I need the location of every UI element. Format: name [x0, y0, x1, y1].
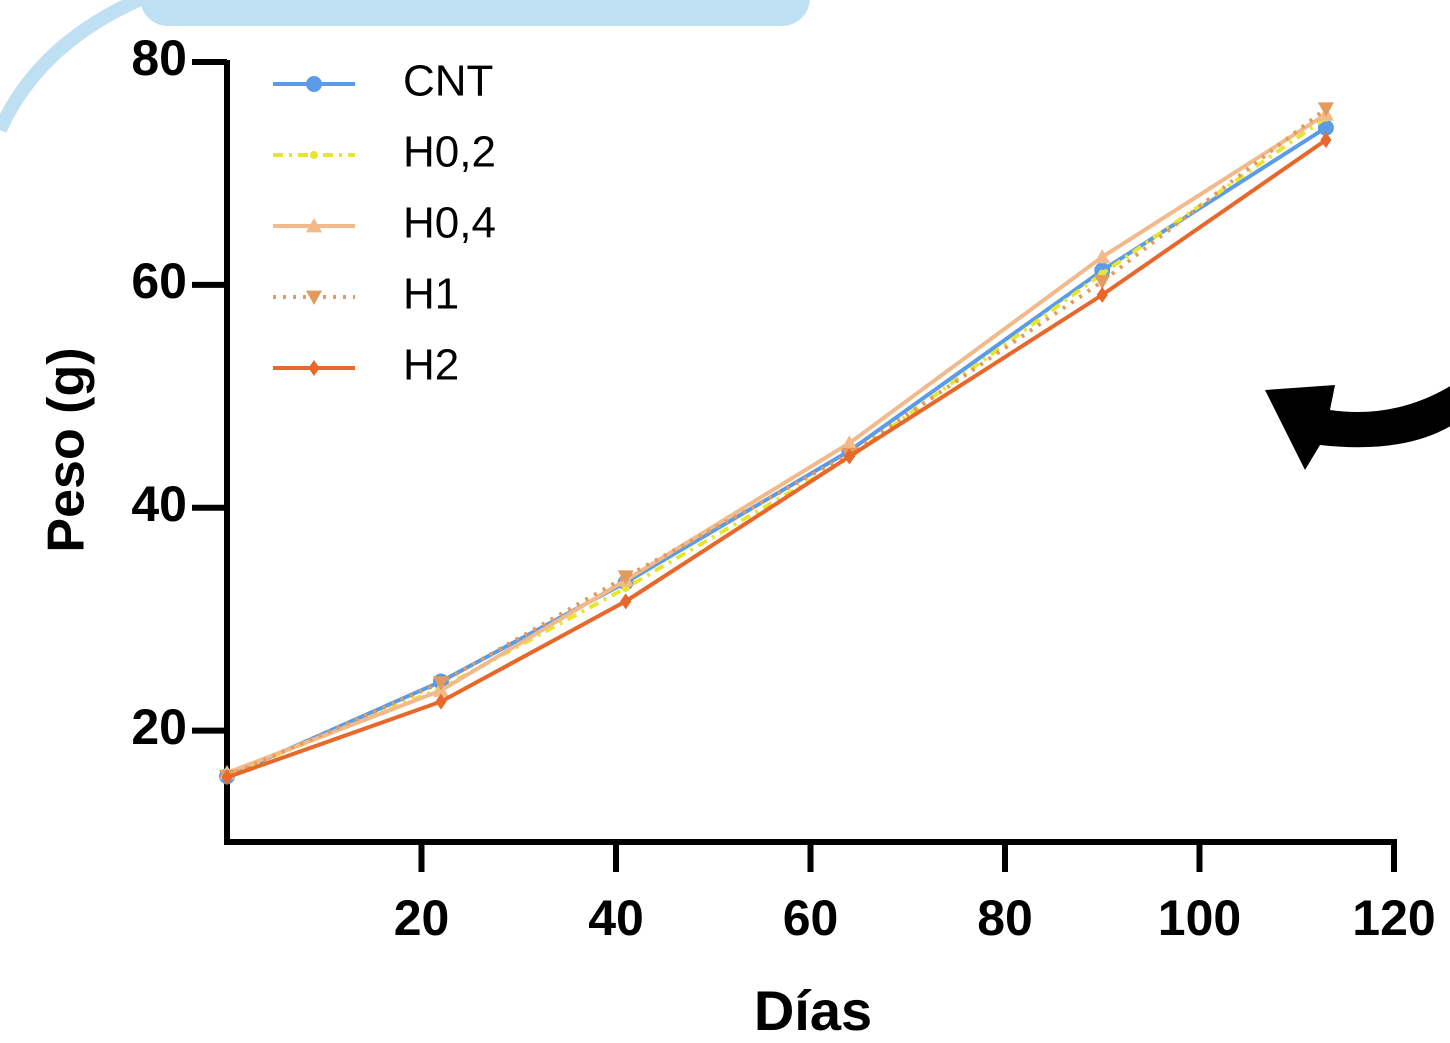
- legend-marker: [310, 151, 318, 159]
- legend-label: CNT: [403, 57, 493, 106]
- legend-label: H1: [403, 270, 459, 319]
- legend-marker: [306, 218, 322, 233]
- x-tick-label: 40: [588, 890, 644, 946]
- x-tick-label: 80: [977, 890, 1033, 946]
- x-tick-label: 100: [1158, 890, 1241, 946]
- series-line: [226, 126, 1328, 779]
- x-tick-label: 60: [783, 890, 839, 946]
- legend-marker: [306, 76, 322, 92]
- marker: [1094, 249, 1111, 264]
- legend-marker: [306, 290, 322, 305]
- marker: [843, 448, 855, 465]
- y-tick-label: 40: [131, 476, 187, 532]
- series-line: [226, 112, 1328, 775]
- decor-banner: [140, 0, 810, 26]
- y-tick-label: 80: [131, 30, 187, 86]
- marker: [1094, 275, 1111, 290]
- x-tick-label: 120: [1352, 890, 1435, 946]
- marker: [1317, 119, 1334, 136]
- y-axis-label: Peso (g): [38, 347, 96, 552]
- marker: [1317, 102, 1334, 117]
- decor-arc: [0, 0, 153, 133]
- y-tick-label: 20: [131, 699, 187, 755]
- plot: 20 40 60 80 20 40 60 80 100 120 CNT H0,2 H0,4 H1 H2: [131, 30, 1435, 946]
- marker: [1096, 286, 1108, 303]
- marker: [1320, 132, 1332, 148]
- legend-label: H2: [403, 341, 459, 390]
- marker: [221, 769, 233, 786]
- marker: [617, 570, 634, 585]
- x-axis-label: Días: [754, 979, 872, 1042]
- marker: [620, 593, 632, 610]
- marker: [432, 676, 449, 691]
- decor-arrow: [1265, 385, 1450, 470]
- marker: [435, 693, 447, 710]
- legend-marker: [308, 360, 320, 376]
- y-tick-label: 60: [131, 253, 187, 309]
- x-tick-label: 20: [394, 890, 450, 946]
- legend-label: H0,2: [403, 128, 496, 177]
- series-line: [226, 116, 1328, 777]
- series-line: [226, 138, 1328, 780]
- legend-label: H0,4: [403, 199, 496, 248]
- marker: [841, 435, 858, 450]
- series-line: [226, 107, 1328, 779]
